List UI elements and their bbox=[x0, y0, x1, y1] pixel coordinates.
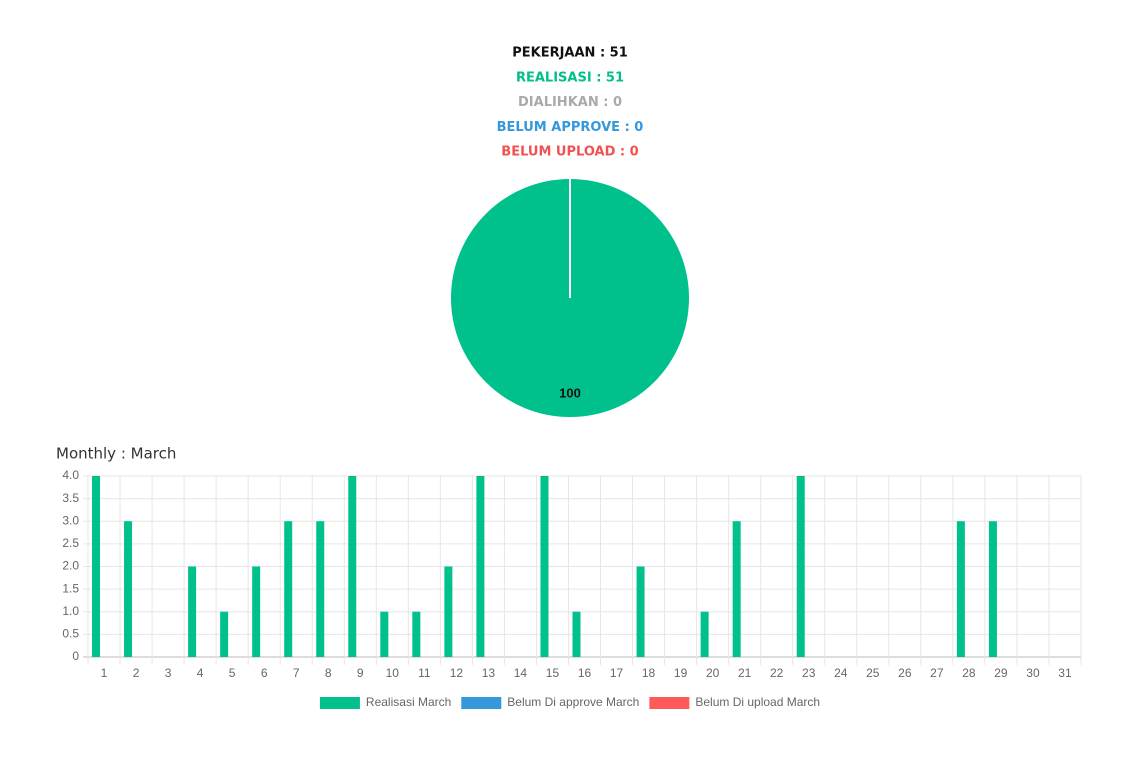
x-tick-label: 25 bbox=[866, 666, 880, 680]
bar bbox=[540, 476, 549, 657]
x-tick-label: 12 bbox=[450, 666, 464, 680]
y-tick-label: 4.0 bbox=[62, 468, 79, 482]
bar bbox=[476, 476, 485, 657]
y-tick-label: 0.5 bbox=[62, 627, 79, 641]
bar bbox=[956, 521, 965, 657]
y-tick-label: 2.0 bbox=[62, 559, 79, 573]
bar bbox=[92, 476, 101, 657]
bar bbox=[252, 566, 261, 657]
x-tick-label: 7 bbox=[293, 666, 300, 680]
bar bbox=[284, 521, 293, 657]
summary-line: DIALIHKAN : 0 bbox=[518, 95, 622, 110]
bar bbox=[700, 611, 709, 657]
bar bbox=[636, 566, 645, 657]
chart-title: Monthly : March bbox=[56, 445, 176, 463]
legend-label: Belum Di approve March bbox=[507, 695, 639, 709]
y-tick-label: 1.0 bbox=[62, 604, 79, 618]
bar bbox=[316, 521, 325, 657]
summary-line: REALISASI : 51 bbox=[516, 70, 624, 85]
y-tick-label: 1.5 bbox=[62, 581, 79, 595]
x-tick-label: 13 bbox=[482, 666, 496, 680]
bar bbox=[572, 611, 581, 657]
pie-label: 100 bbox=[559, 385, 581, 400]
x-tick-label: 8 bbox=[325, 666, 332, 680]
bar bbox=[124, 521, 133, 657]
bar bbox=[444, 566, 453, 657]
x-tick-label: 4 bbox=[197, 666, 204, 680]
y-tick-label: 3.0 bbox=[62, 513, 79, 527]
x-tick-label: 10 bbox=[386, 666, 400, 680]
x-tick-label: 9 bbox=[357, 666, 364, 680]
x-tick-label: 30 bbox=[1026, 666, 1040, 680]
x-tick-label: 17 bbox=[610, 666, 624, 680]
x-tick-label: 16 bbox=[578, 666, 592, 680]
summary-line: BELUM UPLOAD : 0 bbox=[501, 145, 638, 160]
legend-swatch bbox=[319, 697, 360, 709]
x-tick-label: 15 bbox=[546, 666, 560, 680]
bar bbox=[220, 611, 229, 657]
bar bbox=[380, 611, 389, 657]
x-tick-label: 14 bbox=[514, 666, 528, 680]
x-tick-label: 2 bbox=[133, 666, 140, 680]
legend-swatch bbox=[649, 697, 690, 709]
x-tick-label: 3 bbox=[165, 666, 172, 680]
bar bbox=[412, 611, 421, 657]
y-tick-label: 0 bbox=[72, 649, 79, 663]
x-tick-label: 5 bbox=[229, 666, 236, 680]
x-tick-label: 18 bbox=[642, 666, 656, 680]
y-tick-label: 3.5 bbox=[62, 491, 79, 505]
x-tick-label: 23 bbox=[802, 666, 816, 680]
x-tick-label: 31 bbox=[1058, 666, 1072, 680]
bar bbox=[188, 566, 197, 657]
x-tick-label: 11 bbox=[418, 666, 431, 680]
legend-label: Realisasi March bbox=[366, 695, 451, 709]
x-tick-label: 24 bbox=[834, 666, 848, 680]
x-tick-label: 22 bbox=[770, 666, 784, 680]
legend-swatch bbox=[461, 697, 502, 709]
x-tick-label: 27 bbox=[930, 666, 944, 680]
bar bbox=[988, 521, 997, 657]
x-tick-label: 21 bbox=[738, 666, 752, 680]
x-tick-label: 28 bbox=[962, 666, 976, 680]
x-tick-label: 29 bbox=[994, 666, 1008, 680]
bar bbox=[732, 521, 741, 657]
x-tick-label: 19 bbox=[674, 666, 688, 680]
bar bbox=[348, 476, 357, 657]
x-tick-label: 20 bbox=[706, 666, 720, 680]
x-tick-label: 1 bbox=[101, 666, 108, 680]
summary-line: BELUM APPROVE : 0 bbox=[497, 120, 644, 135]
summary-line: PEKERJAAN : 51 bbox=[512, 46, 628, 61]
y-tick-label: 2.5 bbox=[62, 536, 79, 550]
legend-label: Belum Di upload March bbox=[695, 695, 820, 709]
x-tick-label: 26 bbox=[898, 666, 912, 680]
bar bbox=[796, 476, 805, 657]
x-tick-label: 6 bbox=[261, 666, 268, 680]
